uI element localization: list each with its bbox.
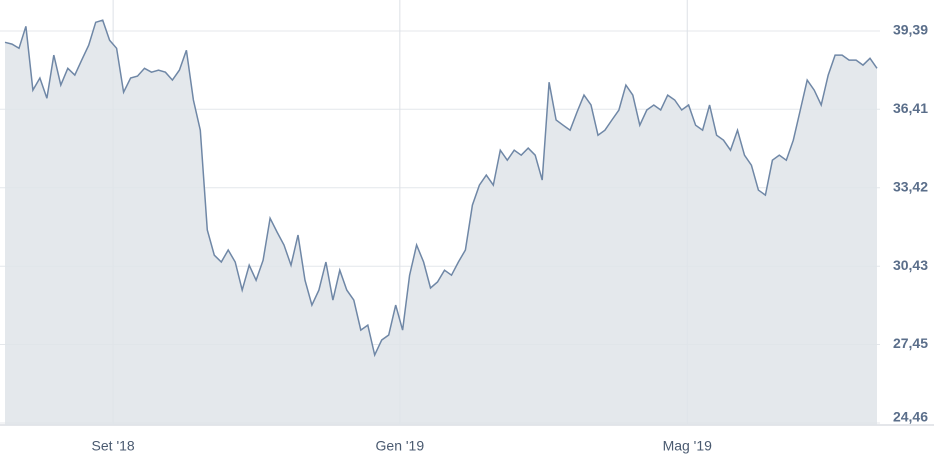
y-tick-label: 24,46 [893, 409, 928, 425]
x-tick-label: Set '18 [92, 438, 135, 454]
x-tick-label: Mag '19 [663, 438, 713, 454]
y-tick-label: 36,41 [893, 100, 928, 116]
y-tick-label: 33,42 [893, 178, 928, 194]
x-tick-label: Gen '19 [376, 438, 425, 454]
line [4, 19, 878, 358]
y-tick-label: 27,45 [893, 335, 928, 351]
y-tick-label: 39,39 [893, 22, 928, 38]
area [5, 20, 877, 425]
y-tick-label: 30,43 [893, 257, 928, 273]
